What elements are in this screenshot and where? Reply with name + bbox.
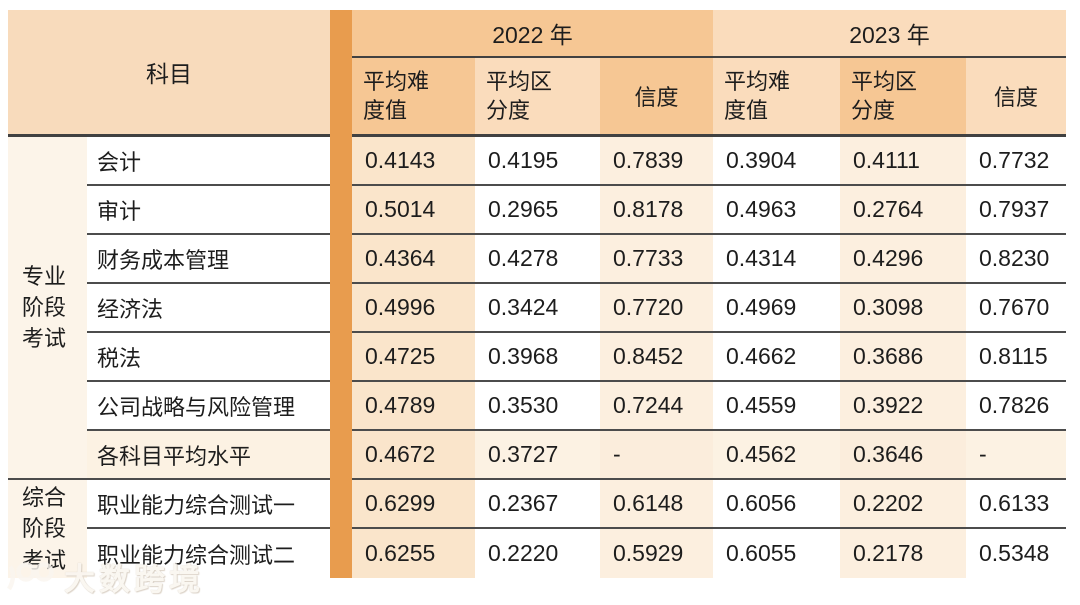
subject-cell: 税法 <box>87 333 330 382</box>
value-cell: 0.4963 <box>713 186 840 235</box>
value-cell: 0.5929 <box>600 529 713 578</box>
value-cell: 0.4562 <box>713 431 840 480</box>
subject-cell: 会计 <box>87 137 330 186</box>
subject-header-label: 科目 <box>146 61 192 87</box>
col-header-label: 信度 <box>993 85 1038 110</box>
value-cell: 0.3098 <box>840 284 966 333</box>
year-2023-header: 2023 年 <box>713 10 1066 58</box>
value-cell: 0.7670 <box>966 284 1066 333</box>
value-cell: 0.3530 <box>475 382 600 431</box>
value-cell: 0.4143 <box>352 137 475 186</box>
col-header-2022-discrimination: 平均区分度 <box>475 58 600 137</box>
value-cell: 0.8452 <box>600 333 713 382</box>
col-header-label: 平均难度值 <box>724 68 791 123</box>
col-header-2023-difficulty: 平均难度值 <box>713 58 840 137</box>
value-cell: 0.4314 <box>713 235 840 284</box>
subject-cell: 公司战略与风险管理 <box>87 382 330 431</box>
value-cell: 0.6148 <box>600 480 713 529</box>
value-cell: 0.4278 <box>475 235 600 284</box>
col-header-label: 平均区分度 <box>486 68 553 123</box>
subject-cell: 经济法 <box>87 284 330 333</box>
value-cell: 0.7839 <box>600 137 713 186</box>
value-cell: 0.3424 <box>475 284 600 333</box>
value-cell: 0.6255 <box>352 529 475 578</box>
year-2022-label: 2022 年 <box>492 22 573 48</box>
value-cell: 0.4559 <box>713 382 840 431</box>
orange-divider-bar <box>330 10 352 578</box>
value-cell: 0.4111 <box>840 137 966 186</box>
value-cell: 0.2367 <box>475 480 600 529</box>
group-label-text: 专业阶段考试 <box>22 263 67 352</box>
subject-column-header: 科目 <box>8 10 330 137</box>
year-2022-header: 2022 年 <box>352 10 713 58</box>
value-cell: 0.3727 <box>475 431 600 480</box>
col-header-label: 平均区分度 <box>851 68 918 123</box>
value-cell: 0.5348 <box>966 529 1066 578</box>
col-header-2023-discrimination: 平均区分度 <box>840 58 966 137</box>
col-header-label: 信度 <box>634 85 679 110</box>
group-label-professional-stage: 专业阶段考试 <box>8 137 87 480</box>
value-cell: 0.6056 <box>713 480 840 529</box>
year-2023-label: 2023 年 <box>849 22 930 48</box>
subject-cell: 职业能力综合测试一 <box>87 480 330 529</box>
value-cell: - <box>600 431 713 480</box>
value-cell: 0.2965 <box>475 186 600 235</box>
value-cell: 0.4969 <box>713 284 840 333</box>
value-cell: 0.7937 <box>966 186 1066 235</box>
value-cell: 0.8230 <box>966 235 1066 284</box>
value-cell: 0.5014 <box>352 186 475 235</box>
value-cell: 0.7720 <box>600 284 713 333</box>
col-header-2022-reliability: 信度 <box>600 58 713 137</box>
col-header-label: 平均难度值 <box>363 68 430 123</box>
col-header-2022-difficulty: 平均难度值 <box>352 58 475 137</box>
value-cell: 0.7826 <box>966 382 1066 431</box>
value-cell: 0.6133 <box>966 480 1066 529</box>
group-label-comprehensive-stage: 综合阶段考试 <box>8 480 87 578</box>
value-cell: 0.4789 <box>352 382 475 431</box>
subject-cell: 财务成本管理 <box>87 235 330 284</box>
exam-statistics-table: 科目 2022 年 2023 年 平均难度值 平均区分度 信度 平均难度值 平均… <box>8 10 1066 578</box>
value-cell: 0.2178 <box>840 529 966 578</box>
value-cell: 0.3904 <box>713 137 840 186</box>
value-cell: - <box>966 431 1066 480</box>
value-cell: 0.8115 <box>966 333 1066 382</box>
value-cell: 0.3646 <box>840 431 966 480</box>
value-cell: 0.3922 <box>840 382 966 431</box>
value-cell: 0.7732 <box>966 137 1066 186</box>
value-cell: 0.2220 <box>475 529 600 578</box>
value-cell: 0.4296 <box>840 235 966 284</box>
value-cell: 0.4996 <box>352 284 475 333</box>
value-cell: 0.4364 <box>352 235 475 284</box>
value-cell: 0.3968 <box>475 333 600 382</box>
subject-cell: 审计 <box>87 186 330 235</box>
value-cell: 0.4672 <box>352 431 475 480</box>
value-cell: 0.2202 <box>840 480 966 529</box>
value-cell: 0.4725 <box>352 333 475 382</box>
value-cell: 0.6055 <box>713 529 840 578</box>
value-cell: 0.6299 <box>352 480 475 529</box>
value-cell: 0.8178 <box>600 186 713 235</box>
subject-cell: 各科目平均水平 <box>87 431 330 480</box>
group-label-text: 综合阶段考试 <box>22 485 67 573</box>
value-cell: 0.3686 <box>840 333 966 382</box>
value-cell: 0.7244 <box>600 382 713 431</box>
value-cell: 0.2764 <box>840 186 966 235</box>
value-cell: 0.4662 <box>713 333 840 382</box>
value-cell: 0.4195 <box>475 137 600 186</box>
value-cell: 0.7733 <box>600 235 713 284</box>
subject-cell: 职业能力综合测试二 <box>87 529 330 578</box>
col-header-2023-reliability: 信度 <box>966 58 1066 137</box>
